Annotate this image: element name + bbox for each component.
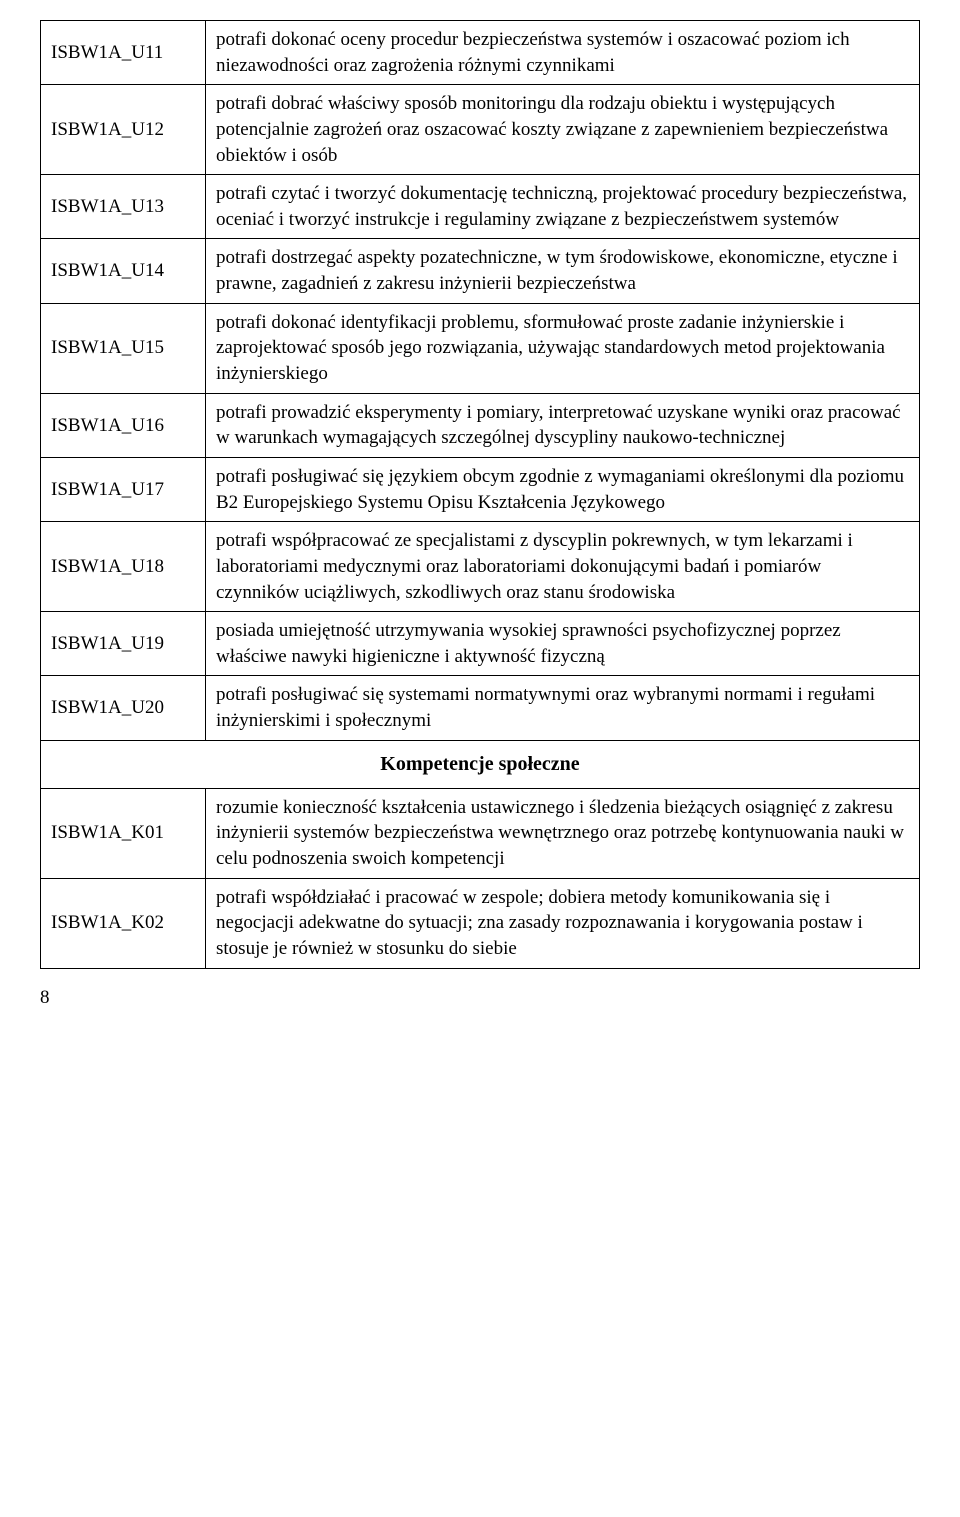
code-cell: ISBW1A_U13 [41, 175, 206, 239]
code-cell: ISBW1A_U18 [41, 522, 206, 612]
desc-cell: rozumie konieczność kształcenia ustawicz… [206, 788, 920, 878]
table-row: ISBW1A_U17 potrafi posługiwać się języki… [41, 457, 920, 521]
table-row: ISBW1A_U20 potrafi posługiwać się system… [41, 676, 920, 740]
desc-cell: potrafi prowadzić eksperymenty i pomiary… [206, 393, 920, 457]
table-row: ISBW1A_U13 potrafi czytać i tworzyć doku… [41, 175, 920, 239]
code-cell: ISBW1A_U11 [41, 21, 206, 85]
table-row: ISBW1A_U16 potrafi prowadzić eksperyment… [41, 393, 920, 457]
page-number: 8 [40, 987, 920, 1009]
code-cell: ISBW1A_U14 [41, 239, 206, 303]
code-cell: ISBW1A_U12 [41, 85, 206, 175]
table-row: ISBW1A_U12 potrafi dobrać właściwy sposó… [41, 85, 920, 175]
desc-cell: potrafi posługiwać się systemami normaty… [206, 676, 920, 740]
desc-cell: potrafi dokonać identyfikacji problemu, … [206, 303, 920, 393]
table-row: ISBW1A_U14 potrafi dostrzegać aspekty po… [41, 239, 920, 303]
desc-cell: potrafi współpracować ze specjalistami z… [206, 522, 920, 612]
table-row: ISBW1A_U15 potrafi dokonać identyfikacji… [41, 303, 920, 393]
desc-cell: potrafi posługiwać się językiem obcym zg… [206, 457, 920, 521]
code-cell: ISBW1A_U19 [41, 612, 206, 676]
desc-cell: posiada umiejętność utrzymywania wysokie… [206, 612, 920, 676]
desc-cell: potrafi dokonać oceny procedur bezpiecze… [206, 21, 920, 85]
table-row: ISBW1A_U11 potrafi dokonać oceny procedu… [41, 21, 920, 85]
table-row: ISBW1A_K01 rozumie konieczność kształcen… [41, 788, 920, 878]
table-row: ISBW1A_U18 potrafi współpracować ze spec… [41, 522, 920, 612]
desc-cell: potrafi dobrać właściwy sposób monitorin… [206, 85, 920, 175]
table-row: ISBW1A_K02 potrafi współdziałać i pracow… [41, 878, 920, 968]
desc-cell: potrafi czytać i tworzyć dokumentację te… [206, 175, 920, 239]
code-cell: ISBW1A_U20 [41, 676, 206, 740]
code-cell: ISBW1A_U17 [41, 457, 206, 521]
desc-cell: potrafi współdziałać i pracować w zespol… [206, 878, 920, 968]
outcomes-table: ISBW1A_U11 potrafi dokonać oceny procedu… [40, 20, 920, 969]
code-cell: ISBW1A_U15 [41, 303, 206, 393]
code-cell: ISBW1A_U16 [41, 393, 206, 457]
desc-cell: potrafi dostrzegać aspekty pozatechniczn… [206, 239, 920, 303]
section-header-row: Kompetencje społeczne [41, 740, 920, 788]
code-cell: ISBW1A_K02 [41, 878, 206, 968]
section-header-cell: Kompetencje społeczne [41, 740, 920, 788]
table-row: ISBW1A_U19 posiada umiejętność utrzymywa… [41, 612, 920, 676]
code-cell: ISBW1A_K01 [41, 788, 206, 878]
